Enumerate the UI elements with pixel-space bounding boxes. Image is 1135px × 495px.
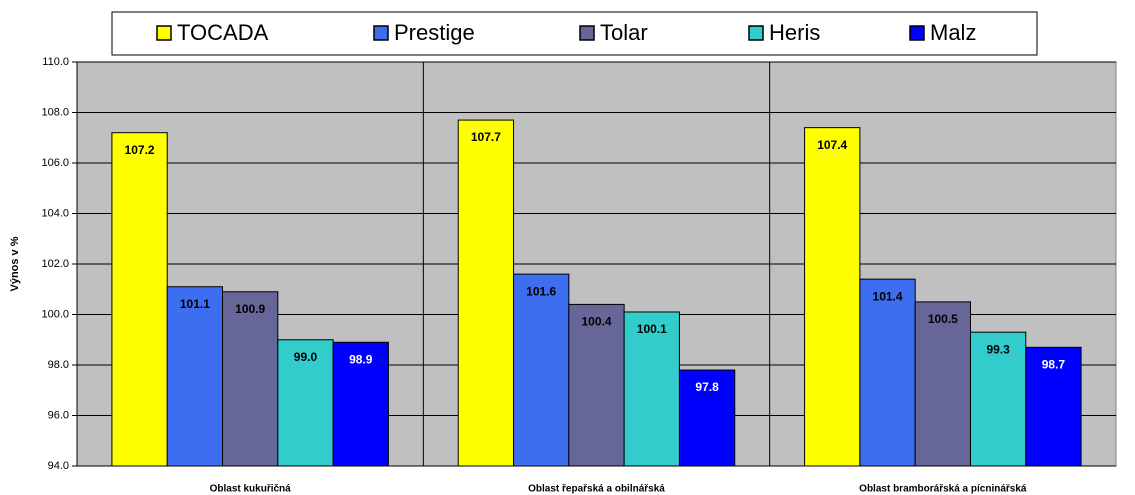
data-label: 98.9 [349, 352, 373, 366]
y-tick-label: 106.0 [41, 157, 69, 169]
legend-swatch [156, 25, 172, 41]
y-tick-label: 94.0 [48, 460, 69, 472]
legend-swatch [748, 25, 764, 41]
legend-label: TOCADA [177, 20, 269, 45]
data-label: 107.7 [471, 130, 501, 144]
legend-box [111, 11, 1038, 56]
data-label: 107.4 [817, 138, 847, 152]
data-label: 97.8 [695, 380, 719, 394]
bar [111, 132, 168, 467]
bar [678, 369, 736, 467]
x-tick-label: Oblast bramborářská a pícninářská [859, 484, 1027, 495]
bar [457, 119, 515, 467]
y-tick-label: 98.0 [48, 359, 69, 371]
x-tick-label: Oblast kukuřičná [210, 484, 292, 495]
data-label: 100.1 [637, 322, 667, 336]
x-tick-label: Oblast řepařská a obilnářská [528, 484, 665, 495]
y-tick-label: 100.0 [41, 308, 69, 320]
legend-label: Heris [769, 20, 820, 45]
legend-swatch [579, 25, 595, 41]
bar [277, 339, 334, 467]
data-label: 101.1 [180, 297, 210, 311]
data-label: 99.3 [986, 342, 1010, 356]
data-label: 107.2 [125, 143, 155, 157]
y-tick-label: 102.0 [41, 258, 69, 270]
data-label: 101.4 [873, 289, 903, 303]
bar [804, 127, 861, 467]
bar [568, 303, 625, 467]
bar [859, 278, 916, 467]
bar [166, 286, 224, 467]
data-label: 98.7 [1042, 357, 1066, 371]
bar [969, 331, 1027, 467]
y-tick-label: 108.0 [41, 106, 69, 118]
data-label: 100.9 [235, 302, 265, 316]
y-tick-label: 110.0 [42, 56, 69, 68]
bar [513, 273, 570, 467]
data-label: 101.6 [526, 284, 556, 298]
data-label: 100.5 [928, 312, 958, 326]
y-tick-label: 96.0 [48, 409, 69, 421]
legend-label: Prestige [394, 20, 475, 45]
data-label: 99.0 [294, 350, 318, 364]
legend-label: Malz [930, 20, 976, 45]
y-axis-label: Výnos v % [9, 236, 21, 291]
bar [914, 301, 971, 467]
bar [1025, 346, 1082, 467]
legend-swatch [909, 25, 925, 41]
y-tick-label: 104.0 [41, 207, 69, 219]
bar [623, 311, 680, 467]
data-label: 100.4 [581, 315, 611, 329]
legend-label: Tolar [600, 20, 648, 45]
bar [222, 291, 279, 467]
bar [332, 341, 389, 467]
legend-swatch [373, 25, 389, 41]
